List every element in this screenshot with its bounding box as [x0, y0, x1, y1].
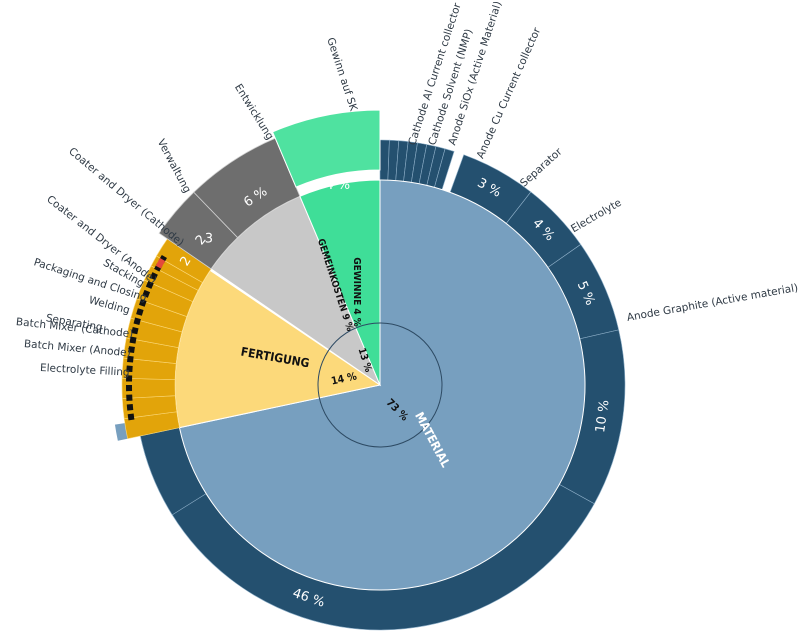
fertigung-accent [126, 375, 133, 382]
fertigung-accent [131, 326, 139, 335]
material-inner [178, 179, 586, 591]
gewinn-inner [299, 179, 381, 386]
fertigung-accent [127, 413, 135, 421]
fertigung-accent [127, 355, 134, 363]
chart-sectors [114, 109, 626, 631]
fertigung-accent [133, 317, 141, 326]
outer-slice-label: Batch Mixer (Anode) [23, 338, 131, 359]
outer-slice-label: Anode Graphite (Active material) [626, 282, 799, 324]
fertigung-accent [126, 404, 134, 411]
center-value: 14 % [330, 370, 358, 387]
gewinn-slice-label: 4 % [325, 178, 350, 193]
fertigung-accent [149, 272, 158, 281]
fertigung-accent [126, 385, 133, 392]
fertigung-accent [136, 308, 144, 316]
gewinn-outer [271, 109, 381, 188]
fertigung-accent [126, 365, 133, 373]
fertigung-accent [145, 280, 154, 289]
fertigung-accent [155, 258, 166, 269]
outer-slice-label: Entwicklung [232, 82, 276, 142]
fertigung-accent [142, 289, 151, 298]
fertigung-accent [138, 298, 147, 307]
category-label: GEWINNE 4 % [351, 257, 362, 327]
fertigung-accent [126, 394, 133, 401]
outer-slice-label: Verwaltung [155, 137, 193, 195]
outer-slice-label: Gewinn auf SK [324, 36, 359, 113]
fertigung-accent [129, 336, 137, 344]
fertigung-accent [128, 346, 135, 354]
center-ring [317, 322, 443, 448]
outer-slice-label: Electrolyte Filling [40, 362, 130, 379]
material-slice-label: 10 % [593, 399, 612, 434]
gemeinkosten-slice-label: 3 [205, 231, 213, 246]
outer-slice-label: Electrolyte [569, 197, 624, 235]
outer-slice-label: Separator [518, 145, 565, 189]
